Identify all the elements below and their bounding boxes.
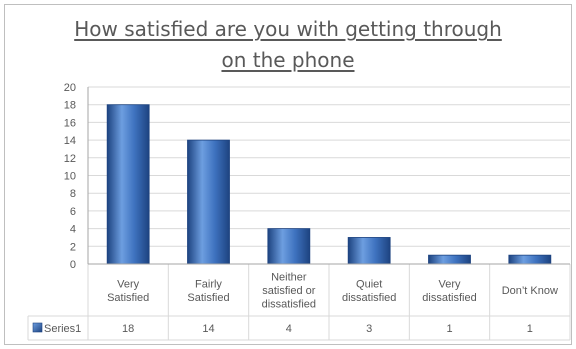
category-label-line: dissatisfied — [342, 292, 396, 304]
data-table-value: 18 — [122, 323, 134, 335]
bar-body — [267, 228, 310, 264]
data-table-value: 3 — [366, 323, 372, 335]
y-tick-label: 4 — [70, 224, 76, 236]
bar — [267, 228, 311, 265]
chart-frame — [4, 4, 572, 345]
bar — [508, 254, 552, 265]
chart-title: How satisfied are you with getting throu… — [0, 14, 576, 76]
bar-body — [348, 237, 391, 264]
data-table-value: 14 — [202, 323, 214, 335]
category-label-line: Very — [438, 278, 461, 290]
y-axis-ticks: 0 2 4 6 8 10 12 14 16 18 20 — [64, 82, 76, 271]
y-tick-label: 0 — [70, 259, 76, 271]
category-label-line: dissatisfied — [262, 299, 316, 311]
category-label-line: Satisfied — [107, 292, 149, 304]
bar — [347, 237, 391, 265]
y-tick-label: 16 — [64, 117, 76, 129]
category-label-line: dissatisfied — [422, 292, 476, 304]
y-tick-label: 2 — [70, 241, 76, 253]
category-label: Neither satisfied or dissatisfied — [262, 272, 316, 311]
y-tick-label: 20 — [64, 82, 76, 94]
category-label: Very dissatisfied — [422, 278, 476, 304]
category-label: Very Satisfied — [107, 278, 149, 304]
legend-series-name: Series1 — [44, 323, 81, 335]
data-table-value: 1 — [527, 323, 533, 335]
category-label: Quiet dissatisfied — [342, 278, 396, 304]
category-label-line: Quiet — [356, 278, 382, 290]
y-tick-label: 10 — [64, 171, 76, 183]
data-table: Very Satisfied Fairly Satisfied Neither satis… — [27, 263, 571, 341]
bars — [106, 104, 552, 265]
bar-body — [428, 255, 471, 264]
chart-title-line-1: How satisfied are you with getting throu… — [74, 17, 502, 41]
bar-body — [187, 140, 230, 264]
category-label: Fairly Satisfied — [187, 278, 229, 304]
y-tick-label: 12 — [64, 153, 76, 165]
category-label-line: Satisfied — [187, 292, 229, 304]
y-tick-label: 18 — [64, 100, 76, 112]
bar-body — [508, 255, 551, 264]
bar — [428, 254, 471, 265]
bar — [187, 139, 230, 265]
category-label-line: Fairly — [195, 278, 222, 290]
data-table-value: 4 — [286, 323, 292, 335]
data-table-value: 1 — [446, 323, 452, 335]
y-tick-label: 14 — [64, 135, 76, 147]
gridlines — [87, 86, 570, 265]
category-label-line: Don’t Know — [502, 285, 558, 297]
y-tick-label: 8 — [70, 188, 76, 200]
category-label-line: Very — [117, 278, 140, 290]
y-tick-label: 6 — [70, 206, 76, 218]
bar-body — [107, 104, 150, 264]
chart-title-line-2: on the phone — [221, 48, 355, 72]
category-label-line: satisfied or — [262, 285, 316, 297]
category-label-line: Neither — [271, 272, 307, 284]
bar — [106, 104, 150, 265]
legend-key — [32, 322, 43, 333]
category-label: Don’t Know — [502, 285, 558, 297]
